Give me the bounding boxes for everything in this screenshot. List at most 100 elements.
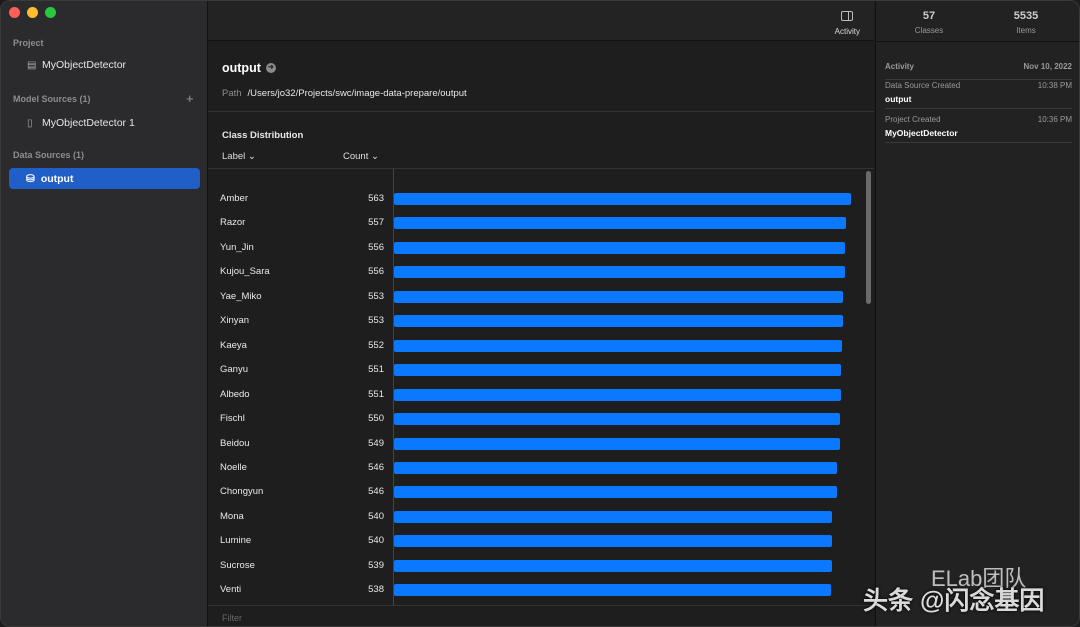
class-label: Kujou_Sara: [220, 266, 270, 278]
event-type: Data Source Created: [885, 81, 961, 90]
class-count: 538: [368, 584, 384, 596]
data-source-name: output: [40, 172, 74, 185]
activity-button[interactable]: Activity: [835, 11, 860, 36]
table-row[interactable]: Amber 563: [208, 187, 863, 211]
table-row[interactable]: Ganyu 551: [208, 358, 863, 382]
class-count: 556: [368, 241, 384, 253]
count-column-header[interactable]: Count ⌄: [343, 151, 379, 162]
path-value: /Users/jo32/Projects/swc/image-data-prep…: [247, 88, 467, 99]
chevron-down-icon: ⌄: [371, 151, 379, 162]
data-sources-header: Data Sources (1): [13, 150, 85, 160]
chevron-down-icon: ⌄: [247, 151, 256, 162]
filter-input[interactable]: Filter: [208, 605, 874, 626]
class-label: Beidou: [220, 437, 250, 449]
class-label: Xinyan: [220, 315, 250, 327]
class-count: 557: [368, 217, 384, 229]
table-row[interactable]: Chongyun 546: [208, 480, 863, 504]
label-column-header[interactable]: Label ⌄: [222, 151, 256, 162]
class-label: Mona: [220, 510, 244, 522]
watermark: 头条 @闪念基因: [863, 587, 1045, 615]
table-row[interactable]: Noelle 546: [208, 456, 863, 480]
table-row[interactable]: Mona 540: [208, 505, 863, 529]
table-row[interactable]: Kaeya 552: [208, 334, 863, 358]
bar: [394, 486, 838, 499]
toolbar: Activity: [208, 1, 874, 41]
sidebar: Project ▤ MyObjectDetector Model Sources …: [1, 1, 208, 626]
bar: [394, 217, 847, 230]
event-name: output: [885, 94, 912, 104]
event-name: MyObjectDetector: [885, 128, 958, 138]
table-row[interactable]: Venti 538: [208, 578, 863, 602]
items-stat: 5535 Items: [976, 10, 1076, 35]
activity-title: Activity: [885, 62, 914, 71]
class-distribution-list: Amber 563 Razor 557 Yun_Jin 556 Kujou_Sara 556 Y…: [208, 169, 863, 605]
bar: [394, 535, 833, 548]
class-label: Razor: [220, 217, 246, 229]
activity-event: Data Source Created 10:38 PM output: [885, 81, 1072, 109]
sidebar-item-output[interactable]: ⛁ output: [9, 168, 200, 189]
table-row[interactable]: Yun_Jin 556: [208, 236, 863, 260]
scrollbar[interactable]: [866, 171, 871, 304]
zoom-button[interactable]: [45, 7, 56, 18]
table-row[interactable]: Beidou 549: [208, 432, 863, 456]
page-title: output ➜: [222, 61, 276, 75]
activity-header: Activity Nov 10, 2022: [885, 62, 1072, 80]
bar: [394, 413, 841, 426]
class-label: Fischl: [220, 413, 245, 425]
path-label: Path: [222, 88, 242, 99]
model-sources-header: Model Sources (1): [13, 94, 91, 104]
class-label: Amber: [220, 193, 248, 204]
reveal-arrow-icon[interactable]: ➜: [265, 63, 276, 73]
class-count: 549: [368, 437, 384, 449]
bar: [394, 266, 846, 279]
table-row[interactable]: Sucrose 539: [208, 554, 863, 578]
items-count: 5535: [1013, 10, 1039, 22]
divider: [208, 168, 874, 169]
activity-label: Activity: [834, 27, 860, 36]
divider: [393, 169, 394, 605]
class-label: Noelle: [220, 461, 247, 473]
class-count: 552: [368, 339, 384, 351]
divider: [876, 41, 1079, 42]
minimize-button[interactable]: [27, 7, 38, 18]
table-row[interactable]: Albedo 551: [208, 383, 863, 407]
bar: [394, 290, 843, 303]
class-label: Lumine: [220, 535, 252, 547]
watermark-team: ELab团队: [931, 566, 1027, 591]
sidebar-toggle-icon: [841, 11, 854, 21]
count-header-text: Count: [343, 151, 369, 162]
table-row[interactable]: Yae_Miko 553: [208, 285, 863, 309]
table-row[interactable]: Razor 557: [208, 211, 863, 235]
table-row[interactable]: Kujou_Sara 556: [208, 260, 863, 284]
bar: [394, 584, 831, 597]
class-label: Yae_Miko: [220, 290, 262, 302]
class-count: 546: [368, 461, 384, 473]
class-count: 540: [368, 535, 384, 547]
document-icon: ▤: [27, 59, 37, 71]
sidebar-item-model[interactable]: ▯ MyObjectDetector 1: [27, 117, 135, 129]
table-row[interactable]: Xinyan 553: [208, 309, 863, 333]
event-type: Project Created: [885, 115, 941, 124]
class-label: Kaeya: [220, 339, 247, 351]
close-button[interactable]: [9, 7, 20, 18]
sidebar-item-project[interactable]: ▤ MyObjectDetector: [27, 59, 126, 71]
model-icon: ▯: [27, 117, 33, 129]
table-row[interactable]: Lumine 540: [208, 529, 863, 553]
class-label: Ganyu: [220, 364, 248, 376]
project-header: Project: [13, 38, 44, 48]
class-label: Sucrose: [220, 559, 255, 571]
main-panel: Activity output ➜ Path/Users/jo32/Project…: [208, 1, 874, 626]
items-label: Items: [1016, 26, 1036, 35]
class-label: Albedo: [220, 388, 250, 400]
add-model-source-icon[interactable]: +: [186, 91, 194, 106]
class-count: 563: [368, 193, 384, 204]
classes-stat: 57 Classes: [879, 10, 979, 35]
table-row[interactable]: Fischl 550: [208, 407, 863, 431]
event-time: 10:38 PM: [1037, 81, 1072, 90]
bar: [394, 461, 838, 474]
bar: [394, 315, 843, 328]
bar: [394, 241, 846, 254]
class-count: 550: [368, 413, 384, 425]
database-icon: ⛁: [26, 172, 35, 185]
class-count: 553: [368, 290, 384, 302]
